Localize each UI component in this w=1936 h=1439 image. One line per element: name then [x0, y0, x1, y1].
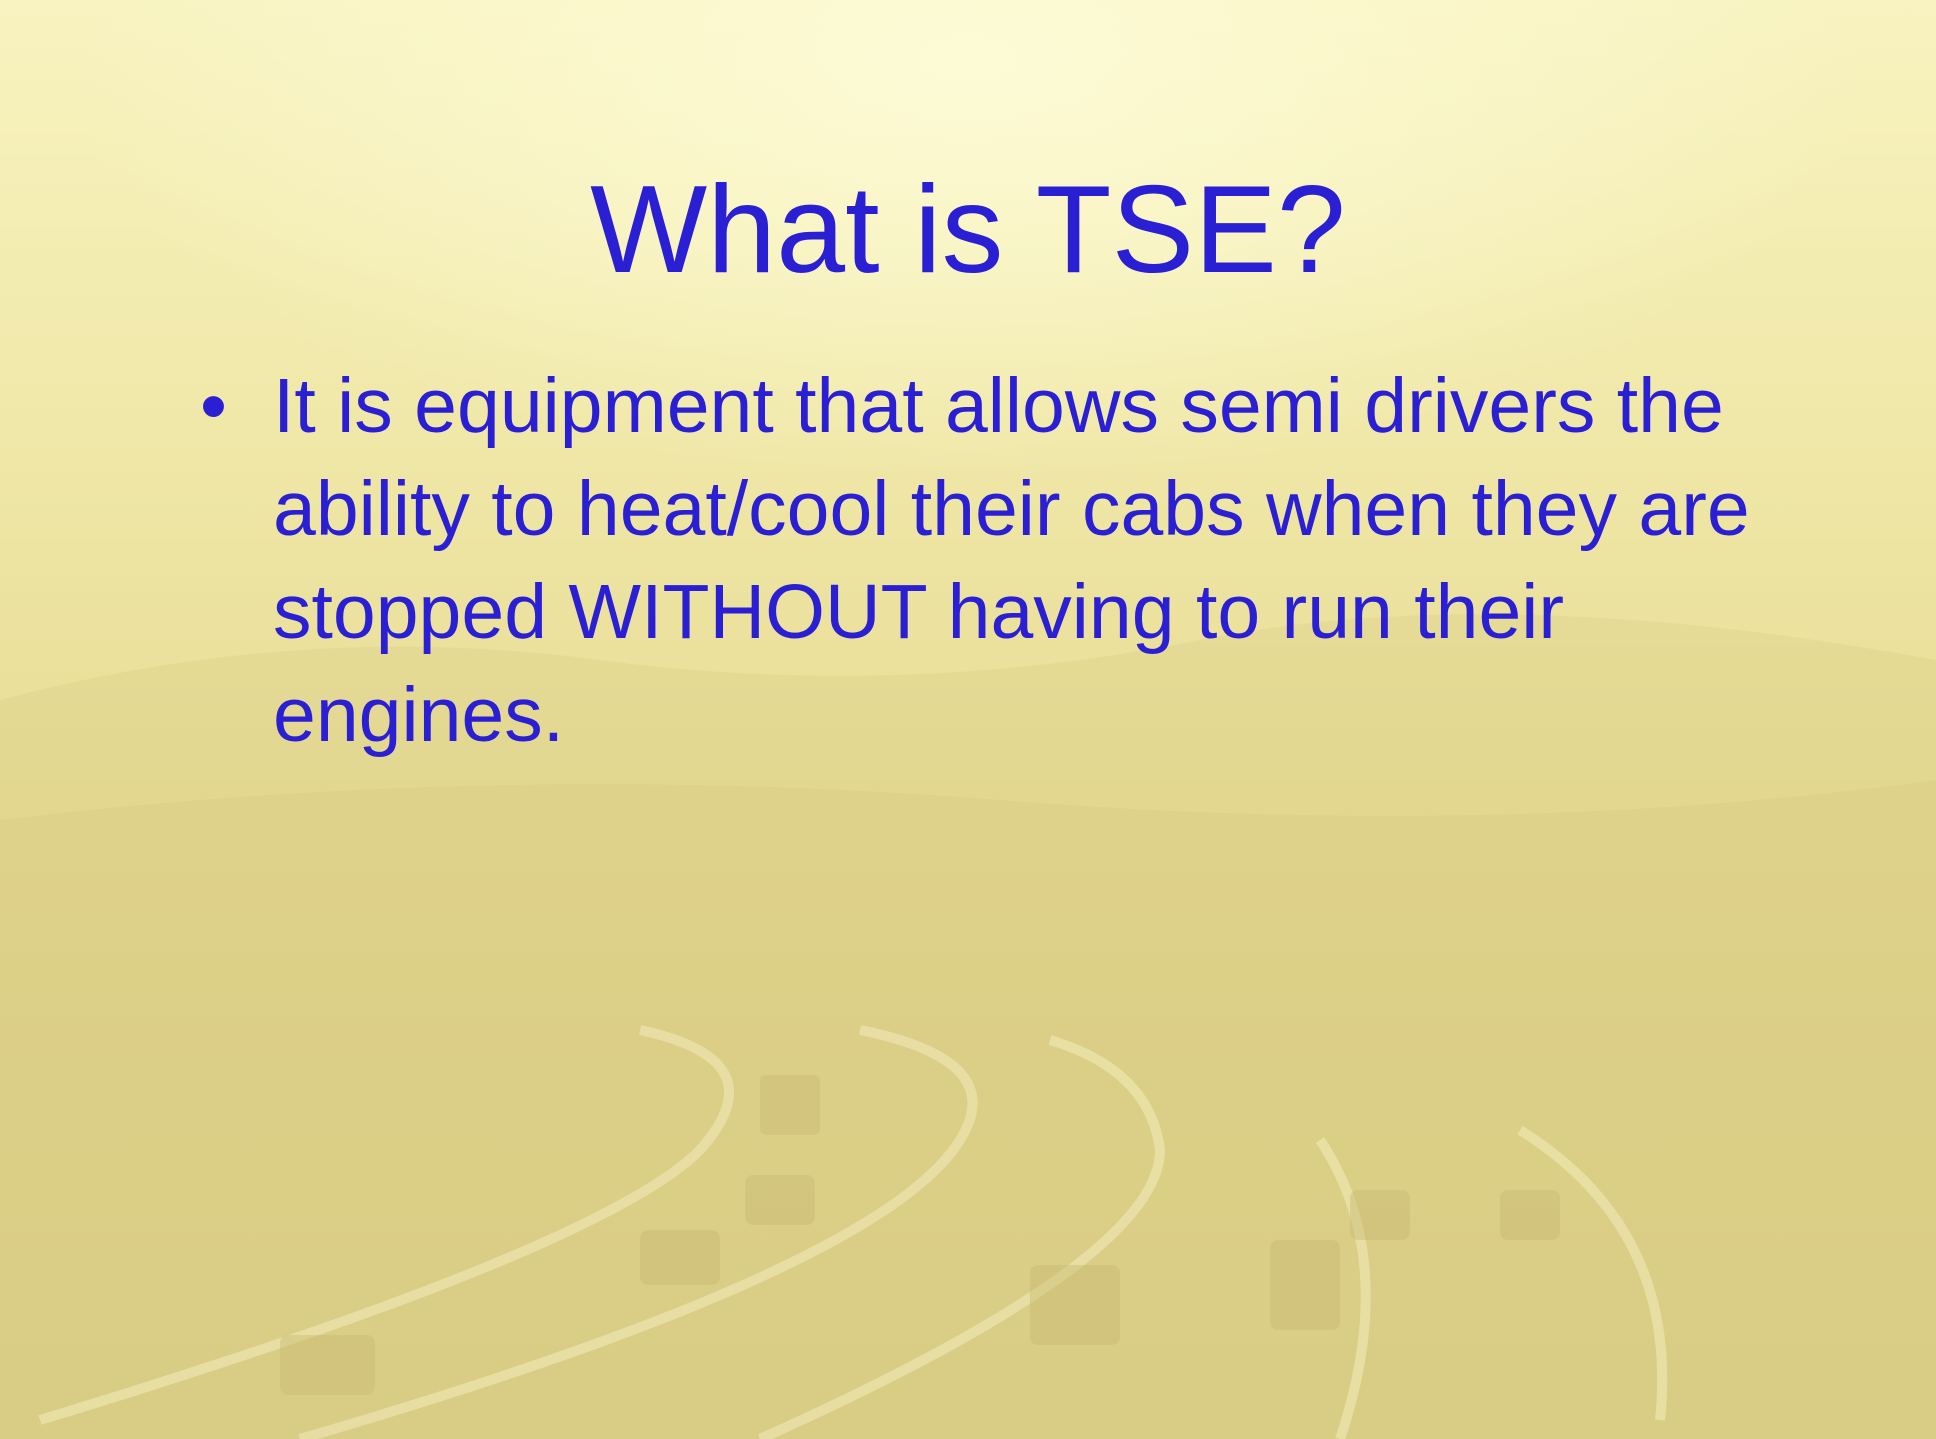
bullet-list: • It is equipment that allows semi driver…: [200, 355, 1760, 767]
slide-title: What is TSE?: [0, 160, 1936, 300]
bullet-dot: •: [200, 355, 227, 458]
slide: What is TSE? • It is equipment that allow…: [0, 0, 1936, 1439]
bullet-text: It is equipment that allows semi drivers…: [273, 363, 1750, 758]
bullet-item: • It is equipment that allows semi driver…: [200, 355, 1760, 767]
